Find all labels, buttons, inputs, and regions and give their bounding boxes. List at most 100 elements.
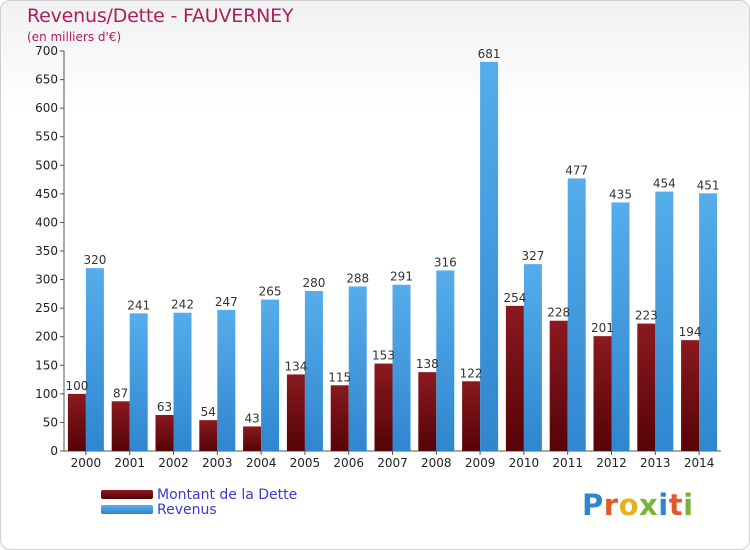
x-tick-label: 2014	[684, 456, 715, 470]
data-label-revenus: 681	[478, 47, 501, 61]
bar-revenus	[480, 61, 499, 451]
x-tick-label: 2011	[552, 456, 583, 470]
data-labels: 100 320 87 241 63 242 54 247 43 265 134 280 115 288 15…	[65, 47, 719, 426]
bar-revenus	[523, 264, 542, 451]
x-tick-label: 2012	[596, 456, 627, 470]
x-axis: 2000 2001 2002 2003 2004 2005 2006 2007 2008 2009…	[64, 450, 721, 470]
x-tick-label: 2000	[71, 456, 102, 470]
data-label-dette: 100	[65, 379, 88, 393]
x-tick-label: 2001	[114, 456, 145, 470]
legend-label-dette: Montant de la Dette	[157, 486, 298, 503]
bar-dette	[243, 426, 262, 451]
bar-revenus	[304, 291, 323, 451]
y-tick-label: 200	[35, 330, 58, 344]
x-tick-label: 2005	[290, 456, 321, 470]
x-tick-label: 2010	[509, 456, 540, 470]
bar-revenus	[85, 268, 104, 451]
data-label-revenus: 454	[653, 177, 676, 191]
data-label-revenus: 320	[83, 253, 106, 267]
proxiti-logo: Proxiti	[582, 488, 694, 522]
x-tick-label: 2002	[158, 456, 189, 470]
bar-dette	[593, 336, 612, 451]
x-tick-label: 2007	[377, 456, 408, 470]
x-tick-label: 2009	[465, 456, 496, 470]
bar-revenus	[348, 286, 367, 451]
x-tick-label: 2003	[202, 456, 233, 470]
data-label-revenus: 247	[215, 295, 238, 309]
bar-dette	[681, 340, 700, 451]
y-tick-label: 550	[35, 130, 58, 144]
data-label-revenus: 291	[390, 270, 413, 284]
data-label-dette: 201	[591, 321, 614, 335]
data-label-revenus: 265	[259, 285, 282, 299]
data-label-revenus: 316	[434, 255, 457, 269]
bar-dette	[549, 320, 568, 451]
bar-dette	[418, 372, 437, 451]
bar-revenus	[261, 299, 280, 451]
bar-dette	[330, 385, 349, 451]
data-label-dette: 228	[547, 306, 570, 320]
legend: Montant de la Dette Revenus	[101, 486, 298, 518]
y-tick-label: 400	[35, 215, 58, 229]
logo-letter: i	[658, 488, 669, 522]
logo-letter: P	[582, 488, 604, 522]
data-label-dette: 54	[201, 405, 216, 419]
data-label-dette: 122	[460, 366, 483, 380]
data-label-dette: 87	[113, 386, 128, 400]
legend-label-revenus: Revenus	[157, 501, 217, 518]
bar-dette	[67, 393, 86, 451]
x-tick-label: 2004	[246, 456, 277, 470]
y-tick-label: 100	[35, 387, 58, 401]
bar-revenus	[436, 270, 455, 451]
data-label-revenus: 280	[302, 276, 325, 290]
bar-revenus	[655, 191, 674, 452]
y-tick-label: 650	[35, 73, 58, 87]
x-tick-label: 2013	[640, 456, 671, 470]
y-tick-label: 450	[35, 187, 58, 201]
chart-title: Revenus/Dette - FAUVERNEY	[27, 5, 294, 27]
x-tick-label: 2006	[333, 456, 364, 470]
data-label-dette: 43	[244, 411, 259, 425]
y-tick-label: 350	[35, 244, 58, 258]
bar-revenus	[611, 202, 630, 451]
logo-letter: o	[618, 488, 640, 522]
logo-letter: x	[639, 488, 659, 522]
data-label-dette: 115	[328, 370, 351, 384]
data-label-dette: 223	[635, 309, 658, 323]
bars	[67, 61, 718, 452]
data-label-revenus: 451	[697, 178, 720, 192]
bar-revenus	[129, 313, 148, 451]
y-axis: 0 50 100 150 200 250 300 350 400 450 500 550 600 650 7…	[35, 44, 65, 458]
y-tick-label: 300	[35, 273, 58, 287]
data-label-revenus: 477	[565, 163, 588, 177]
data-label-revenus: 241	[127, 298, 150, 312]
y-tick-label: 600	[35, 101, 58, 115]
data-label-revenus: 242	[171, 298, 194, 312]
bar-dette	[286, 374, 305, 451]
legend-swatch-dette	[101, 490, 153, 499]
bar-dette	[374, 363, 393, 451]
bar-dette	[111, 401, 130, 451]
legend-swatch-revenus	[101, 505, 153, 514]
y-tick-label: 700	[35, 44, 58, 58]
data-label-dette: 134	[284, 359, 307, 373]
y-tick-label: 150	[35, 358, 58, 372]
y-tick-label: 250	[35, 301, 58, 315]
bar-dette	[505, 305, 524, 451]
logo-letter: r	[603, 488, 619, 522]
data-label-revenus: 288	[346, 271, 369, 285]
bar-revenus	[392, 284, 411, 451]
bar-revenus	[173, 312, 192, 451]
y-tick-label: 500	[35, 158, 58, 172]
bar-dette	[155, 415, 174, 451]
bar-revenus	[217, 309, 236, 451]
y-tick-label: 50	[43, 415, 58, 429]
bar-dette	[462, 381, 481, 451]
x-tick-label: 2008	[421, 456, 452, 470]
bar-dette	[199, 420, 218, 451]
legend-item-revenus: Revenus	[101, 501, 297, 518]
data-label-dette: 63	[157, 400, 172, 414]
data-label-dette: 138	[416, 357, 439, 371]
data-label-dette: 254	[503, 291, 526, 305]
